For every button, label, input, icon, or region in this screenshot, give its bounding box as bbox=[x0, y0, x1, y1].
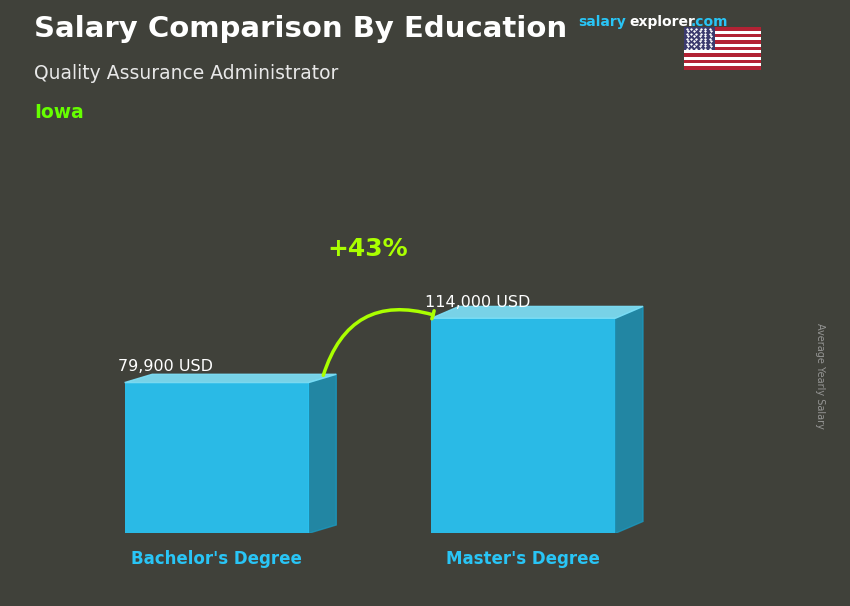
Text: Quality Assurance Administrator: Quality Assurance Administrator bbox=[34, 64, 338, 82]
Bar bbox=[684, 67, 761, 70]
Bar bbox=[684, 63, 761, 67]
Text: 114,000 USD: 114,000 USD bbox=[425, 295, 530, 310]
Polygon shape bbox=[125, 375, 337, 382]
Bar bbox=[684, 50, 761, 53]
Bar bbox=[684, 60, 761, 63]
Text: Salary Comparison By Education: Salary Comparison By Education bbox=[34, 15, 567, 43]
Text: Master's Degree: Master's Degree bbox=[446, 550, 600, 568]
Bar bbox=[684, 44, 761, 47]
Bar bbox=[125, 382, 309, 533]
Bar bbox=[684, 27, 715, 50]
Text: +43%: +43% bbox=[327, 238, 408, 261]
Bar bbox=[684, 30, 761, 34]
Text: 79,900 USD: 79,900 USD bbox=[118, 359, 213, 374]
Text: salary: salary bbox=[578, 15, 626, 29]
Polygon shape bbox=[309, 375, 337, 533]
Text: Bachelor's Degree: Bachelor's Degree bbox=[131, 550, 302, 568]
Bar bbox=[431, 318, 615, 533]
Bar bbox=[684, 47, 761, 50]
Bar bbox=[684, 37, 761, 41]
Bar bbox=[684, 53, 761, 56]
Text: explorer: explorer bbox=[629, 15, 694, 29]
Polygon shape bbox=[431, 307, 643, 318]
Text: .com: .com bbox=[691, 15, 728, 29]
Polygon shape bbox=[615, 307, 643, 533]
Text: Average Yearly Salary: Average Yearly Salary bbox=[815, 323, 825, 428]
Text: Iowa: Iowa bbox=[34, 103, 84, 122]
Bar bbox=[684, 34, 761, 37]
Bar bbox=[684, 56, 761, 60]
Bar bbox=[684, 41, 761, 44]
Bar bbox=[684, 27, 761, 30]
